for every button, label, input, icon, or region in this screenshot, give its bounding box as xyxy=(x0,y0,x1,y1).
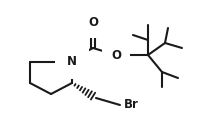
Text: O: O xyxy=(111,48,121,61)
Text: Br: Br xyxy=(124,99,139,111)
Text: N: N xyxy=(67,54,77,67)
Text: O: O xyxy=(88,16,98,29)
